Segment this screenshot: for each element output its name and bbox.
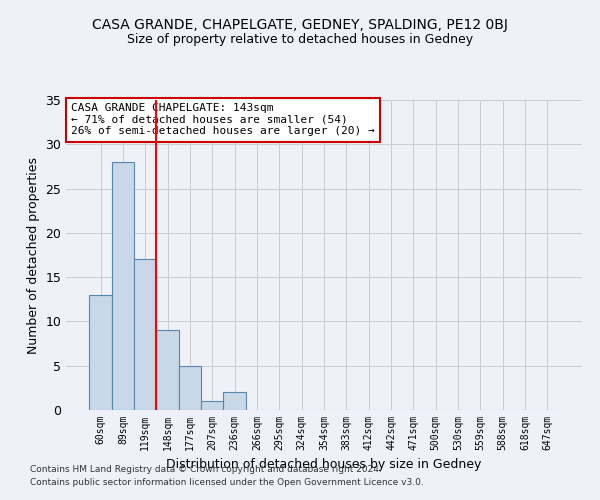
X-axis label: Distribution of detached houses by size in Gedney: Distribution of detached houses by size … xyxy=(166,458,482,471)
Bar xyxy=(134,260,157,410)
Text: CASA GRANDE CHAPELGATE: 143sqm
← 71% of detached houses are smaller (54)
26% of : CASA GRANDE CHAPELGATE: 143sqm ← 71% of … xyxy=(71,103,375,136)
Bar xyxy=(223,392,246,410)
Bar xyxy=(112,162,134,410)
Text: CASA GRANDE, CHAPELGATE, GEDNEY, SPALDING, PE12 0BJ: CASA GRANDE, CHAPELGATE, GEDNEY, SPALDIN… xyxy=(92,18,508,32)
Bar xyxy=(179,366,201,410)
Text: Contains public sector information licensed under the Open Government Licence v3: Contains public sector information licen… xyxy=(30,478,424,487)
Bar xyxy=(89,295,112,410)
Text: Size of property relative to detached houses in Gedney: Size of property relative to detached ho… xyxy=(127,32,473,46)
Bar xyxy=(157,330,179,410)
Bar xyxy=(201,401,223,410)
Y-axis label: Number of detached properties: Number of detached properties xyxy=(27,156,40,354)
Text: Contains HM Land Registry data © Crown copyright and database right 2024.: Contains HM Land Registry data © Crown c… xyxy=(30,466,382,474)
